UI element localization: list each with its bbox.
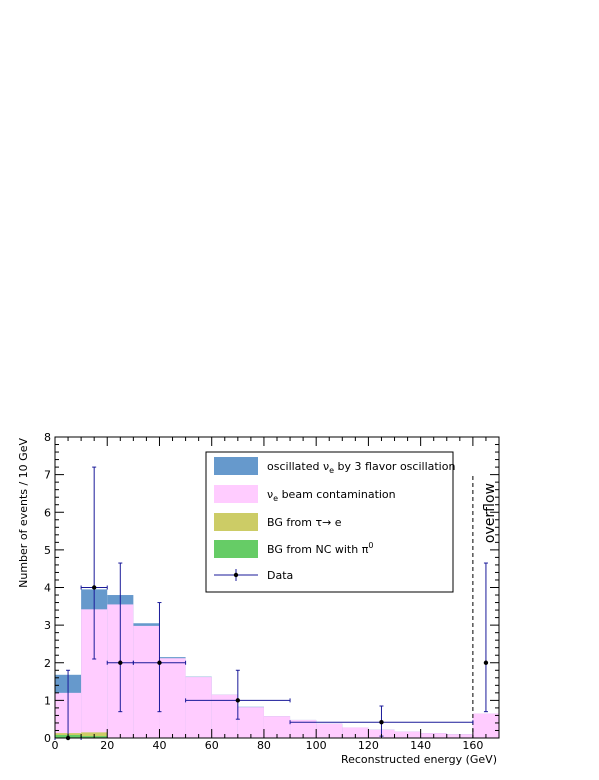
x-axis-label: Reconstructed energy (GeV) (341, 753, 497, 766)
y-tick-label: 0 (44, 732, 51, 745)
legend-swatch-beam (214, 485, 258, 503)
legend-swatch-oscillated (214, 457, 258, 475)
beam-bar (472, 713, 499, 738)
x-tick-label: 20 (100, 739, 114, 752)
data-point (379, 719, 384, 725)
legend-swatch-tau (214, 513, 258, 531)
beam-bar (159, 658, 186, 738)
beam-bar (316, 723, 343, 738)
beam-bar (342, 727, 369, 738)
y-tick-label: 2 (44, 657, 51, 670)
y-tick-label: 5 (44, 544, 51, 557)
legend: oscillated νe by 3 flavor oscillation νe … (205, 451, 455, 593)
legend-swatch-nc (214, 540, 258, 558)
beam-bar (133, 625, 160, 738)
x-tick-label: 40 (152, 739, 166, 752)
data-point (483, 660, 489, 665)
beam-bar (290, 719, 317, 738)
overflow-label: overflow (482, 483, 498, 543)
legend-swatch-data-marker (233, 572, 239, 578)
x-tick-label: 140 (410, 739, 431, 752)
data-point (235, 698, 241, 703)
data-point (118, 660, 123, 665)
y-tick-label: 4 (44, 582, 51, 595)
axes: 0 20 40 60 80 100 120 140 160 0 1 2 3 4 5 6 7 8 (44, 431, 500, 752)
legend-label-data: Data (267, 569, 293, 582)
y-tick-label: 3 (44, 619, 51, 632)
y-tick-label: 8 (44, 431, 51, 444)
legend-label-beam: νe beam contamination (267, 488, 396, 503)
x-tick-label: 100 (306, 739, 327, 752)
legend-label-oscillated: oscillated νe by 3 flavor oscillation (267, 460, 455, 475)
beam-bar (211, 694, 238, 738)
y-axis-label: Number of events / 10 GeV (17, 438, 30, 588)
beam-bar (185, 677, 212, 738)
data-point (91, 585, 97, 590)
data-point (157, 660, 162, 665)
x-tick-label: 0 (52, 739, 59, 752)
y-tick-label: 7 (44, 469, 51, 482)
y-tick-label: 6 (44, 506, 51, 519)
legend-label-tau: BG from τ→ e (267, 516, 342, 529)
x-tick-label: 80 (257, 739, 271, 752)
y-tick-label: 1 (44, 694, 51, 707)
legend-label-nc: BG from NC with π0 (267, 541, 373, 556)
x-tick-label: 120 (358, 739, 379, 752)
x-tick-label: 60 (205, 739, 219, 752)
beam-bar (263, 716, 291, 738)
x-tick-label: 160 (462, 739, 483, 752)
beam-bar (237, 707, 264, 738)
